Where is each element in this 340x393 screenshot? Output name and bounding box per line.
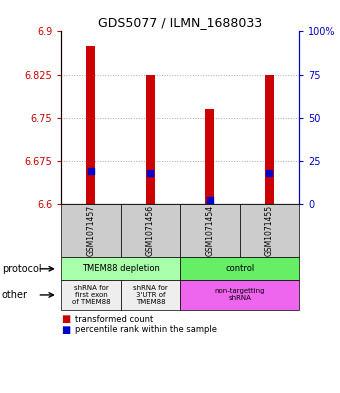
Text: TMEM88 depletion: TMEM88 depletion	[82, 264, 160, 273]
Text: non-targetting
shRNA: non-targetting shRNA	[215, 288, 265, 301]
Text: percentile rank within the sample: percentile rank within the sample	[75, 325, 217, 334]
Text: GSM1071455: GSM1071455	[265, 205, 274, 257]
Bar	[205, 109, 215, 204]
Text: protocol: protocol	[2, 264, 41, 274]
Bar	[265, 75, 274, 204]
Text: control: control	[225, 264, 254, 273]
Text: GSM1071454: GSM1071454	[205, 205, 215, 257]
Text: ■: ■	[61, 325, 70, 335]
Text: shRNA for
3'UTR of
TMEM88: shRNA for 3'UTR of TMEM88	[133, 285, 168, 305]
Bar	[146, 75, 155, 204]
Title: GDS5077 / ILMN_1688033: GDS5077 / ILMN_1688033	[98, 16, 262, 29]
Text: GSM1071456: GSM1071456	[146, 205, 155, 257]
Text: GSM1071457: GSM1071457	[86, 205, 96, 257]
Text: ■: ■	[61, 314, 70, 324]
Text: shRNA for
first exon
of TMEM88: shRNA for first exon of TMEM88	[72, 285, 110, 305]
Bar	[86, 46, 96, 204]
Text: transformed count: transformed count	[75, 314, 153, 323]
Text: other: other	[2, 290, 28, 300]
